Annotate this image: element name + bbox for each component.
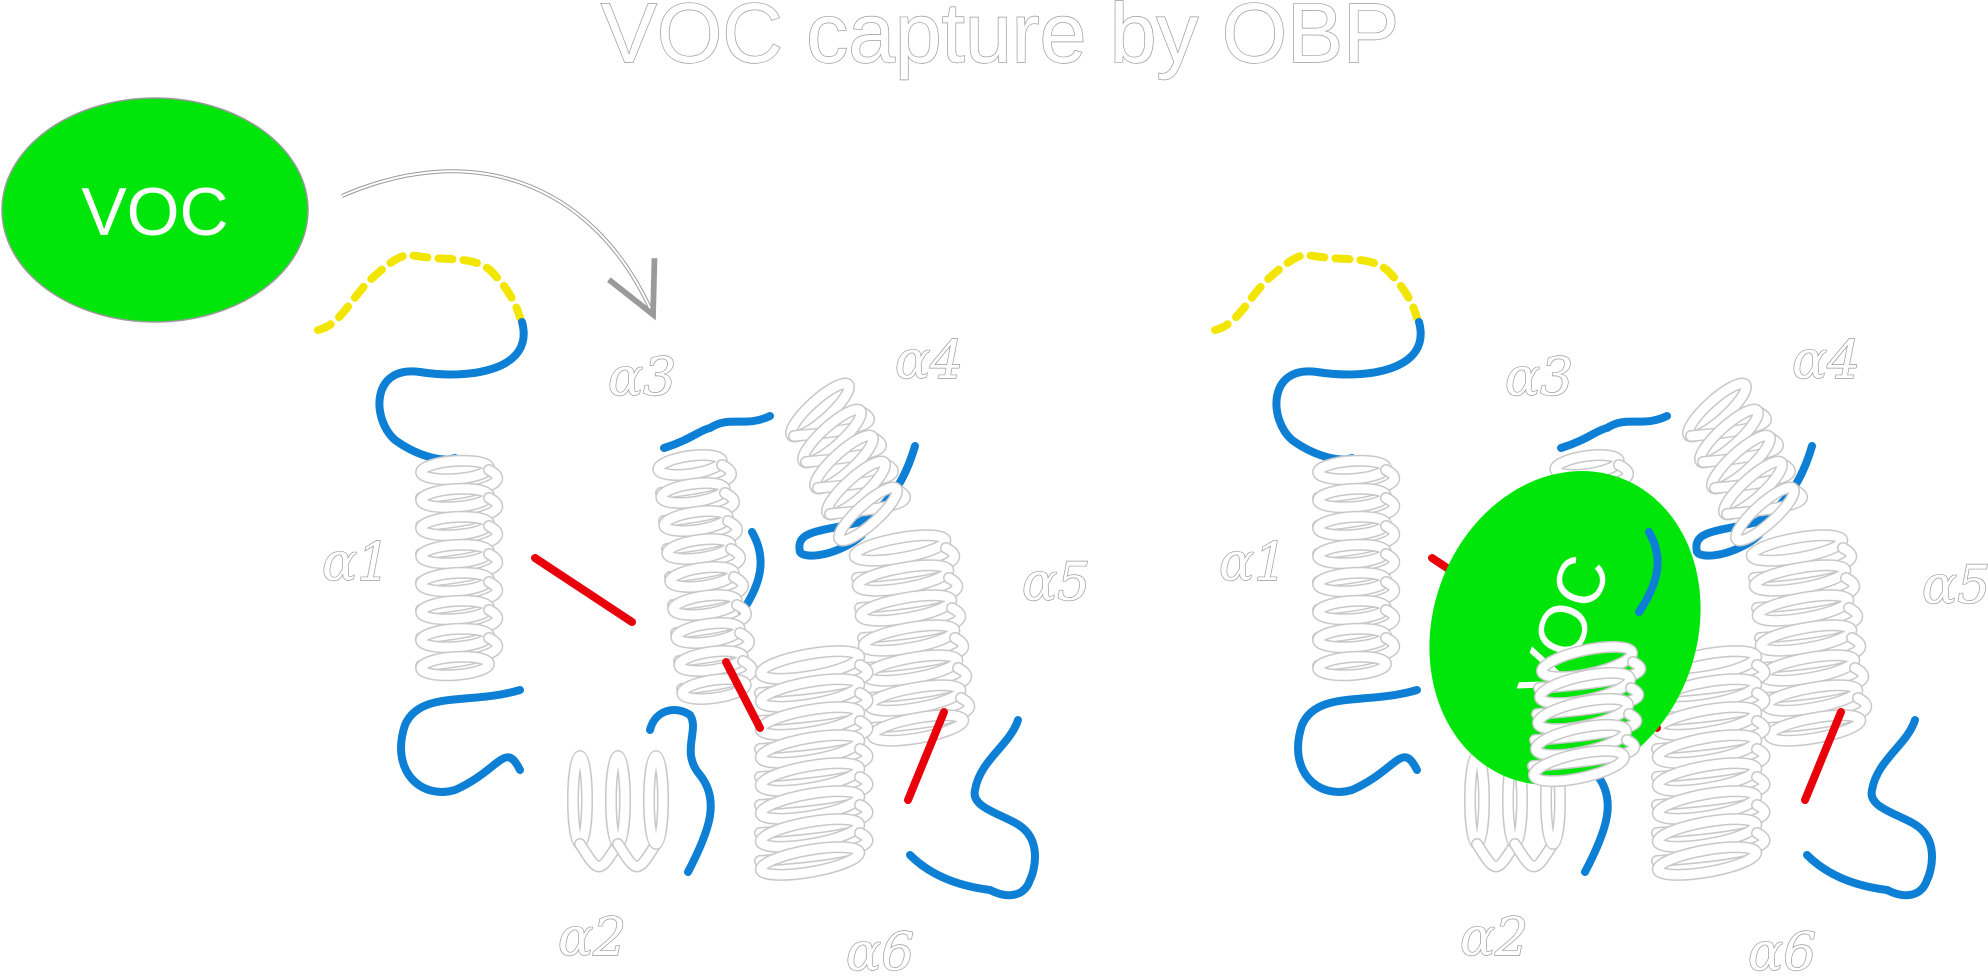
label-alpha4-left: α4 [895, 331, 963, 391]
n-terminus-dash [314, 250, 524, 334]
helix-turn [756, 842, 864, 880]
helix-turn [1753, 590, 1853, 626]
helix-turn [1750, 560, 1850, 596]
helix-front-over-voc [1527, 640, 1647, 788]
voc-free-label: VOC [81, 174, 228, 250]
loop-alpha3-alpha4 [1557, 412, 1671, 452]
disulfide-bridge-3 [904, 708, 948, 804]
loop-front-over-voc [1635, 528, 1662, 616]
helix-turn [856, 590, 956, 626]
loop-n-alpha1 [1272, 318, 1425, 464]
helix-turn [853, 560, 953, 596]
helix-alpha6 [1651, 645, 1771, 881]
loop-n-alpha1 [375, 318, 528, 464]
label-alpha2-left: α2 [558, 908, 626, 968]
helix-turn [1756, 620, 1856, 656]
disulfide-bridge-1 [531, 554, 636, 626]
helix-alpha1 [415, 454, 504, 682]
loop-c-terminus [906, 851, 994, 894]
helix-backbone [575, 839, 623, 871]
helix-turn [1529, 746, 1629, 786]
helix-turn [850, 530, 950, 566]
helix-alpha1 [1312, 454, 1401, 682]
helix-turn [1765, 710, 1865, 746]
helix-turn [1653, 842, 1761, 880]
label-alpha4-right: α4 [1792, 331, 1860, 391]
helix-alpha5 [1745, 529, 1873, 747]
loop-alpha2-alpha3 [646, 706, 715, 876]
helix-turn [1313, 652, 1391, 680]
label-alpha6-left: α6 [846, 923, 914, 977]
helix-alpha2 [567, 750, 669, 873]
label-alpha1-right: α1 [1219, 533, 1287, 593]
obp-bound: VOC [1211, 250, 1936, 900]
helix-alpha3 [652, 449, 758, 705]
loop-alpha1-alpha2 [1294, 686, 1421, 796]
helix-turn [416, 456, 494, 484]
helix-turn [859, 620, 959, 656]
diagram-title: VOC capture by OBP [601, 0, 1399, 80]
helix-backbone [1510, 839, 1558, 871]
helix-turn [1313, 456, 1391, 484]
label-alpha3-left: α3 [608, 348, 676, 408]
label-alpha6-right: α6 [1748, 923, 1816, 977]
helix-alpha6 [754, 645, 874, 881]
loop-alpha5-alpha6 [970, 716, 1039, 900]
voc-bound: VOC [1429, 471, 1701, 785]
loop-alpha3-inner [738, 528, 765, 616]
helix-alpha5 [848, 529, 976, 747]
label-alpha1-left: α1 [322, 533, 390, 593]
obp-free [314, 250, 1039, 900]
label-alpha2-right: α2 [1460, 908, 1528, 968]
label-alpha5-left: α5 [1022, 553, 1090, 613]
helix-backbone [1472, 839, 1520, 871]
helix-turn [834, 483, 902, 545]
loop-alpha5-alpha6 [1867, 716, 1936, 900]
voc-free: VOC [1, 97, 309, 323]
n-terminus-dash [1211, 250, 1421, 334]
disulfide-bridge-2 [722, 658, 764, 732]
label-alpha5-right: α5 [1922, 556, 1988, 616]
loop-c-terminus [1803, 851, 1891, 894]
helix-turn [1747, 530, 1847, 566]
capture-arrow [341, 169, 658, 321]
helix-turn [1731, 483, 1799, 545]
helix-turn [868, 710, 968, 746]
helix-backbone [613, 839, 661, 871]
helix-turn [644, 751, 668, 849]
label-alpha3-right: α3 [1505, 348, 1573, 408]
loop-alpha3-alpha4 [660, 412, 774, 452]
helix-turn [416, 652, 494, 680]
helix-turn [677, 674, 751, 704]
helix-alpha4 [1681, 377, 1808, 547]
helix-alpha4 [784, 377, 911, 547]
disulfide-bridge-3 [1801, 708, 1845, 804]
loop-alpha1-alpha2 [397, 686, 524, 796]
